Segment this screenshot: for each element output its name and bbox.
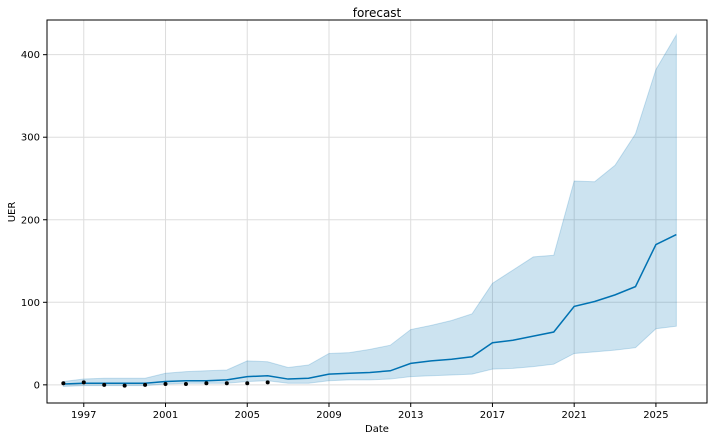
observed-point — [224, 381, 229, 386]
x-tick-label: 2005 — [235, 410, 260, 421]
x-tick-label: 2013 — [398, 410, 423, 421]
x-tick-label: 1997 — [71, 410, 96, 421]
y-tick-label: 0 — [34, 380, 40, 391]
x-tick-label: 2009 — [316, 410, 341, 421]
plot-background — [47, 20, 707, 403]
y-axis: 0 100 200 300 400 — [21, 50, 47, 391]
x-axis: 1997 2001 2005 2009 2013 2017 2021 2025 — [71, 403, 669, 421]
y-tick-label: 200 — [21, 215, 40, 226]
observed-points — [61, 380, 270, 388]
y-axis-title: UER — [7, 202, 18, 223]
observed-point — [183, 382, 188, 387]
plot-frame — [46, 19, 708, 404]
x-tick-label: 2021 — [561, 410, 586, 421]
x-tick-label: 2017 — [480, 410, 505, 421]
grid-lines — [47, 20, 707, 403]
observed-point — [163, 382, 168, 387]
observed-point — [81, 380, 86, 385]
observed-point — [122, 383, 127, 388]
y-tick-label: 300 — [21, 133, 40, 144]
observed-point — [204, 381, 209, 386]
uncertainty-interval-band — [62, 33, 677, 388]
forecast-series-line — [63, 233, 677, 385]
observed-point — [245, 381, 250, 386]
chart-title: forecast — [353, 6, 402, 20]
observed-point — [102, 382, 107, 387]
x-tick-label: 2025 — [643, 410, 668, 421]
observed-point — [265, 380, 270, 385]
y-tick-label: 100 — [21, 298, 40, 309]
x-axis-title: Date — [365, 424, 389, 435]
x-tick-label: 2001 — [153, 410, 178, 421]
observed-point — [61, 381, 66, 386]
observed-point — [143, 382, 148, 387]
y-tick-label: 400 — [21, 50, 40, 61]
